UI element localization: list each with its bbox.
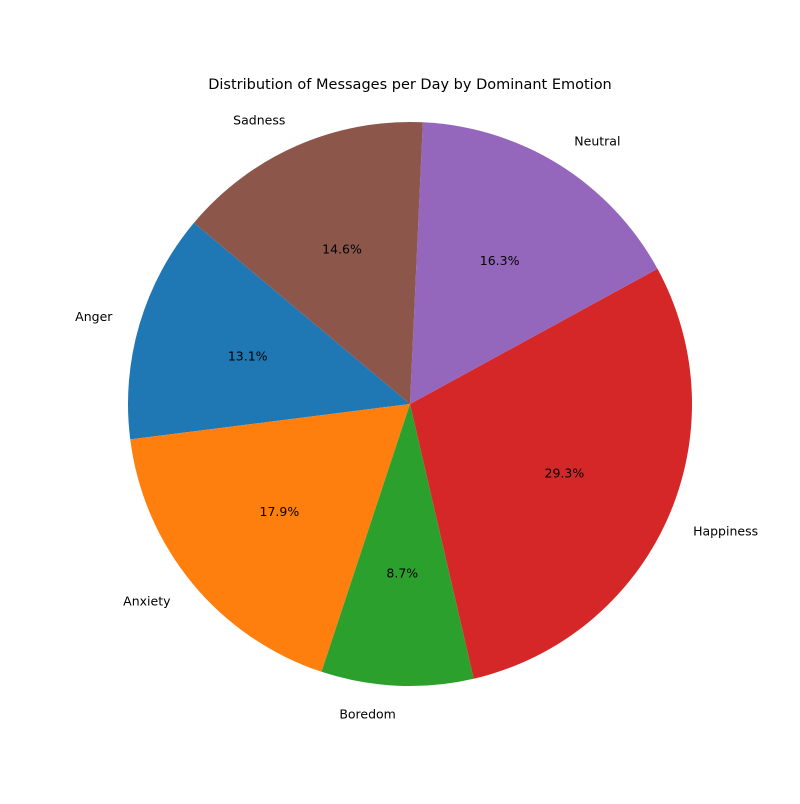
chart-title: Distribution of Messages per Day by Domi…: [208, 77, 612, 93]
pie-slice-anxiety: [130, 404, 411, 672]
pie-slice-anger: [127, 222, 410, 440]
slice-percent-happiness: 29.3%: [545, 466, 585, 481]
slice-label-neutral: Neutral: [574, 133, 620, 148]
slice-label-anger: Anger: [75, 309, 113, 324]
slice-percent-boredom: 8.7%: [386, 566, 418, 581]
slice-label-anxiety: Anxiety: [123, 594, 171, 609]
slice-percent-sadness: 14.6%: [322, 242, 362, 257]
pie-slice-neutral: [410, 122, 658, 404]
slice-percent-anxiety: 17.9%: [260, 504, 300, 519]
slice-percent-anger: 13.1%: [228, 349, 268, 364]
slice-percent-neutral: 16.3%: [480, 253, 520, 268]
slice-label-sadness: Sadness: [233, 112, 285, 127]
slice-label-happiness: Happiness: [693, 523, 758, 538]
pie-slice-sadness: [193, 122, 423, 404]
pie-labels: Anger 13.1% Anxiety 17.9% Boredom 8.7% Happine…: [75, 112, 758, 721]
pie-slices: [127, 122, 692, 686]
pie-slice-boredom: [321, 404, 474, 686]
slice-label-boredom: Boredom: [339, 706, 396, 721]
pie-slice-happiness: [410, 268, 692, 679]
